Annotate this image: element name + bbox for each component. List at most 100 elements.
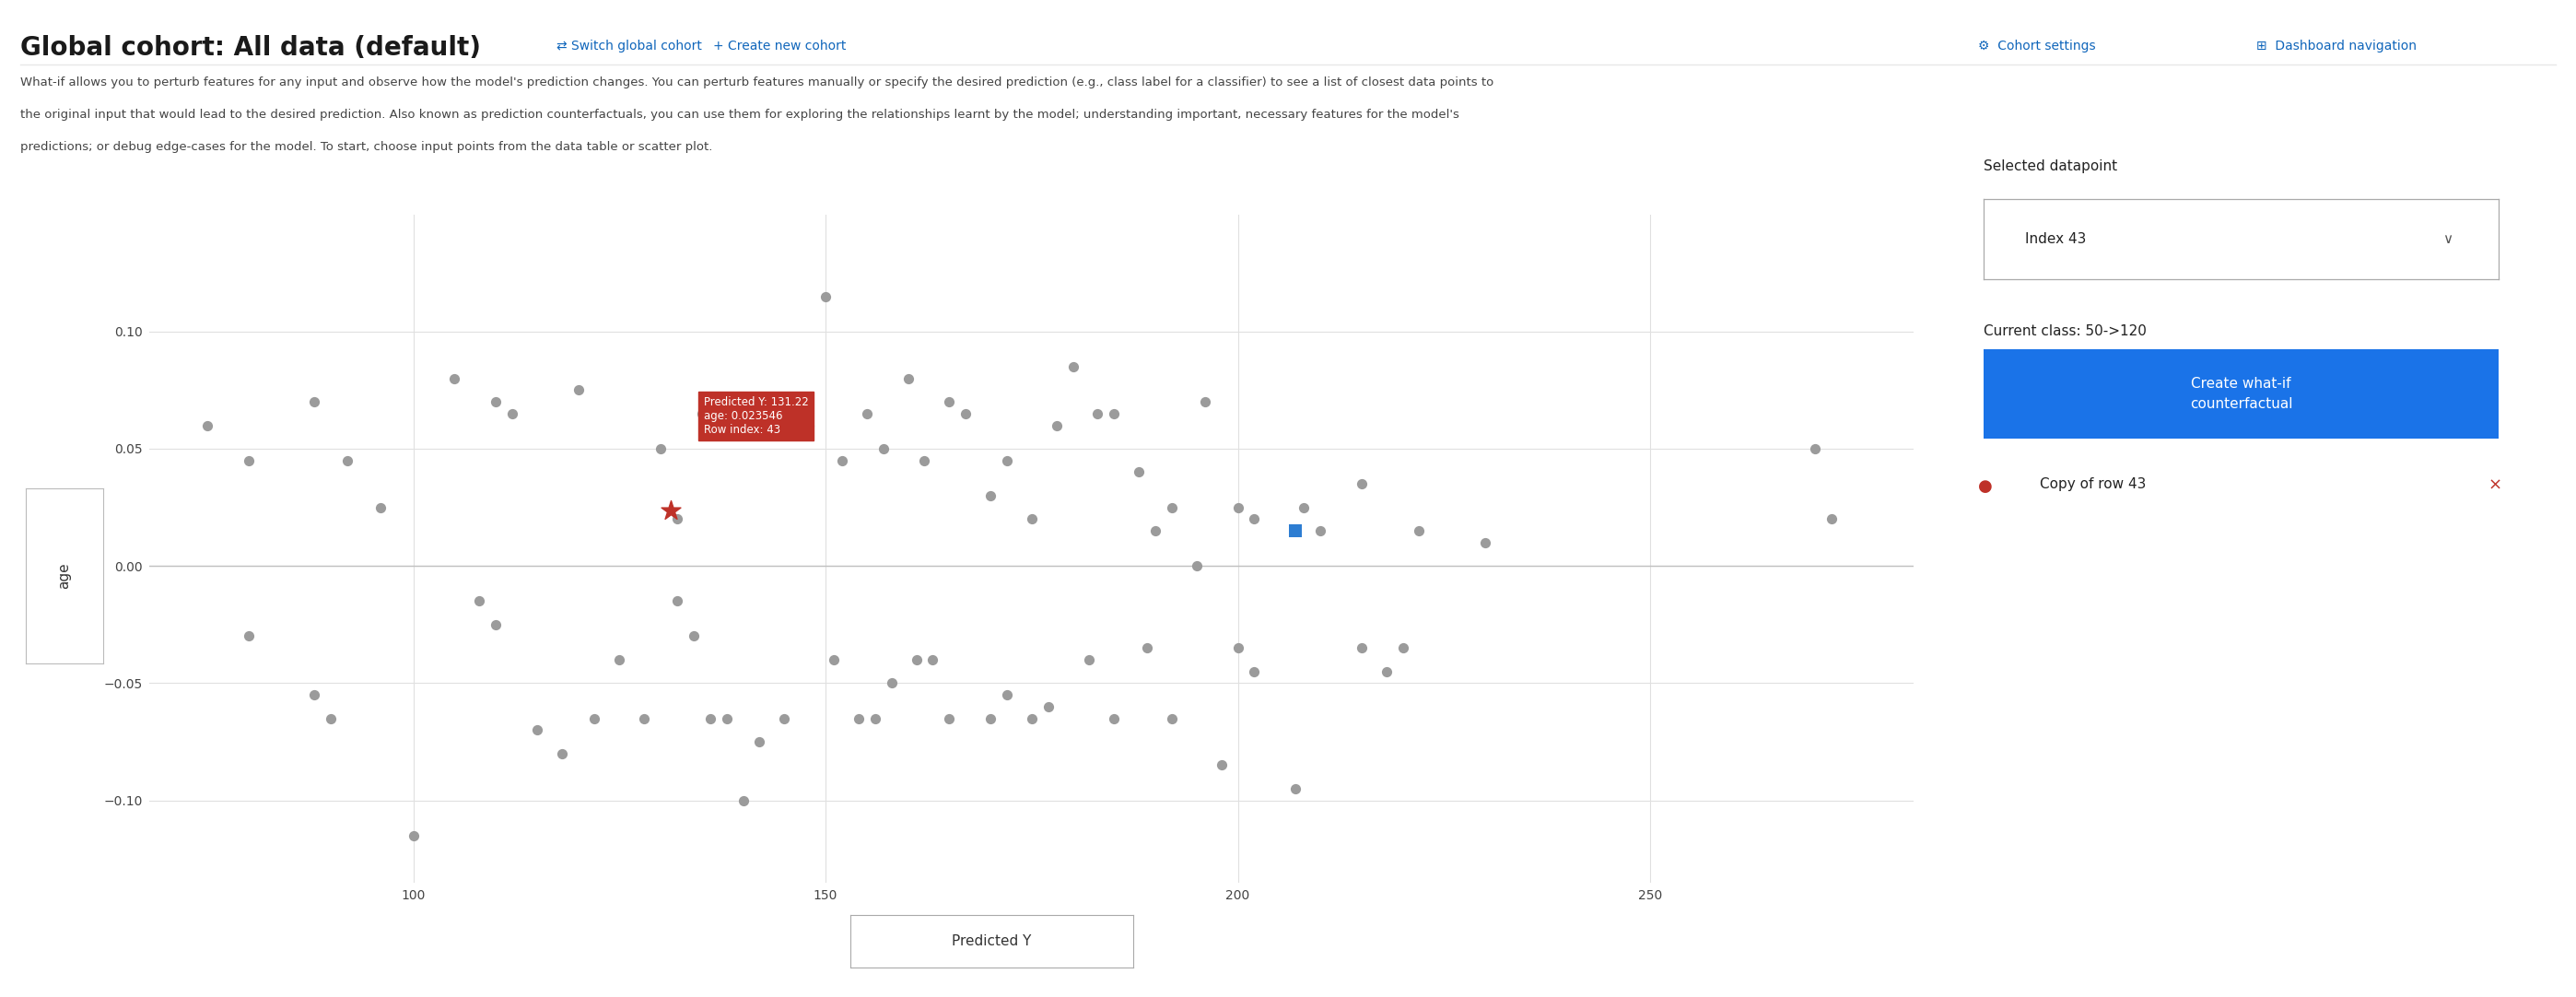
Text: + Create new cohort: + Create new cohort bbox=[714, 40, 848, 53]
Point bbox=[863, 441, 904, 457]
Point bbox=[1095, 406, 1136, 422]
Point bbox=[1200, 757, 1242, 773]
Text: Copy of row 43: Copy of row 43 bbox=[2040, 478, 2146, 492]
Text: Predicted Y: 131.22
age: 0.023546
Row index: 43: Predicted Y: 131.22 age: 0.023546 Row in… bbox=[703, 396, 809, 436]
Point bbox=[1054, 359, 1095, 375]
Point bbox=[1118, 465, 1159, 481]
Point bbox=[1466, 534, 1507, 550]
Point bbox=[762, 710, 804, 726]
Point bbox=[361, 499, 402, 515]
Text: ⇄ Switch global cohort: ⇄ Switch global cohort bbox=[556, 40, 701, 53]
Point bbox=[1151, 710, 1193, 726]
Point bbox=[1795, 441, 1837, 457]
Point bbox=[747, 418, 788, 434]
Point bbox=[680, 406, 721, 422]
Point bbox=[896, 652, 938, 668]
Point bbox=[904, 453, 945, 469]
Text: What-if allows you to perturb features for any input and observe how the model's: What-if allows you to perturb features f… bbox=[21, 77, 1494, 89]
Point bbox=[1177, 558, 1218, 574]
Point bbox=[1126, 640, 1167, 656]
Point bbox=[845, 406, 886, 422]
Point bbox=[1234, 663, 1275, 679]
Point bbox=[822, 453, 863, 469]
Point bbox=[474, 394, 515, 410]
Point bbox=[871, 675, 912, 691]
Point bbox=[639, 441, 680, 457]
Point bbox=[1275, 781, 1316, 797]
Point bbox=[1010, 511, 1051, 527]
Point bbox=[227, 628, 268, 644]
Point bbox=[556, 382, 598, 398]
Text: ●: ● bbox=[1978, 479, 1994, 496]
Text: ×: × bbox=[2488, 477, 2501, 494]
Point bbox=[814, 652, 855, 668]
Text: age: age bbox=[57, 562, 72, 589]
Text: the original input that would lead to the desired prediction. Also known as pred: the original input that would lead to th… bbox=[21, 109, 1461, 121]
Point bbox=[294, 394, 335, 410]
Point bbox=[969, 710, 1010, 726]
Point bbox=[515, 722, 556, 738]
Text: Index 43: Index 43 bbox=[2025, 232, 2087, 246]
Point bbox=[327, 453, 368, 469]
Point bbox=[1095, 710, 1136, 726]
Point bbox=[969, 488, 1010, 503]
Point bbox=[945, 406, 987, 422]
Point bbox=[788, 418, 829, 434]
Point bbox=[185, 418, 227, 434]
Point bbox=[227, 453, 268, 469]
Point bbox=[1811, 511, 1852, 527]
Point bbox=[1283, 499, 1324, 515]
Point bbox=[474, 616, 515, 632]
Point bbox=[1218, 640, 1260, 656]
Point bbox=[739, 734, 781, 750]
Point bbox=[492, 406, 533, 422]
Point bbox=[781, 394, 822, 410]
Point bbox=[762, 406, 804, 422]
Point bbox=[1028, 699, 1069, 715]
Text: ⚙  Cohort settings: ⚙ Cohort settings bbox=[1978, 40, 2097, 53]
Point bbox=[1136, 522, 1177, 538]
Point bbox=[1151, 499, 1193, 515]
Text: Create what-if
counterfactual: Create what-if counterfactual bbox=[2190, 377, 2293, 411]
Point bbox=[912, 652, 953, 668]
Point bbox=[1077, 406, 1118, 422]
Point bbox=[657, 511, 698, 527]
Point bbox=[721, 793, 762, 809]
Text: Global cohort: All data (default): Global cohort: All data (default) bbox=[21, 35, 482, 61]
Point bbox=[1399, 522, 1440, 538]
Point bbox=[1069, 652, 1110, 668]
Point bbox=[309, 710, 350, 726]
Text: Selected datapoint: Selected datapoint bbox=[1984, 160, 2117, 173]
Point bbox=[598, 652, 639, 668]
Point bbox=[855, 710, 896, 726]
Point bbox=[706, 710, 747, 726]
Point bbox=[1342, 476, 1383, 492]
Point bbox=[804, 288, 845, 304]
Point bbox=[886, 371, 927, 387]
Point bbox=[1301, 522, 1342, 538]
Point bbox=[1185, 394, 1226, 410]
Point bbox=[392, 828, 433, 843]
Point bbox=[294, 687, 335, 703]
Point bbox=[1218, 499, 1260, 515]
Point bbox=[927, 710, 969, 726]
Text: ∨: ∨ bbox=[2442, 232, 2452, 246]
Text: Predicted Y: Predicted Y bbox=[953, 934, 1030, 948]
Point bbox=[690, 710, 732, 726]
Text: Current class: 50->120: Current class: 50->120 bbox=[1984, 324, 2146, 338]
Point bbox=[649, 502, 690, 518]
Point bbox=[574, 710, 616, 726]
Point bbox=[1342, 640, 1383, 656]
Point bbox=[541, 746, 582, 762]
Point bbox=[433, 371, 474, 387]
Point bbox=[690, 394, 732, 410]
Point bbox=[1036, 418, 1077, 434]
Point bbox=[1365, 663, 1406, 679]
Point bbox=[459, 593, 500, 609]
Point bbox=[927, 394, 969, 410]
Point bbox=[657, 593, 698, 609]
Text: ⊞  Dashboard navigation: ⊞ Dashboard navigation bbox=[2257, 40, 2416, 53]
Point bbox=[987, 687, 1028, 703]
Point bbox=[987, 453, 1028, 469]
Point bbox=[1383, 640, 1425, 656]
